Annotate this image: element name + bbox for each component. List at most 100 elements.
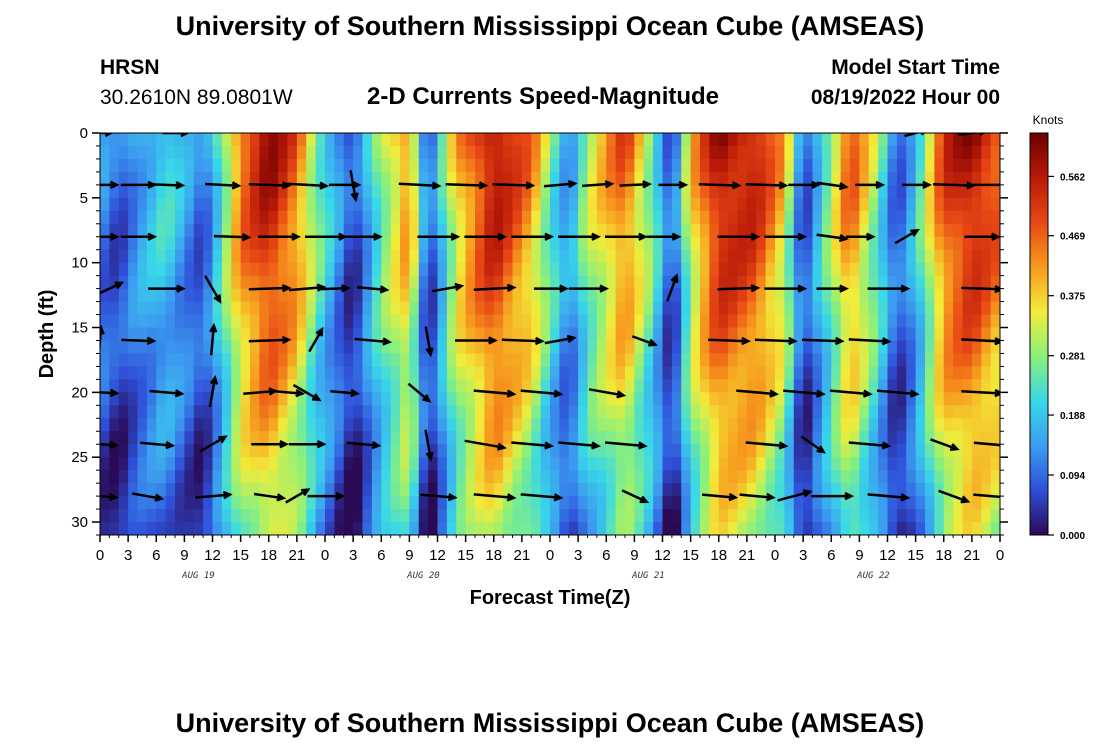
heatmap-cell: [906, 171, 917, 186]
vector-head: [567, 179, 578, 189]
heatmap-cell: [578, 288, 589, 303]
heatmap-cell: [596, 340, 607, 355]
heatmap-cell: [221, 353, 232, 368]
heatmap-cell: [146, 379, 157, 393]
heatmap-cell: [915, 366, 926, 380]
heatmap-cell: [559, 197, 570, 212]
heatmap-cell: [812, 353, 823, 368]
heatmap-cell: [221, 457, 232, 471]
heatmap-cell: [765, 314, 776, 329]
heatmap-cell: [278, 496, 289, 510]
station-coordinates: 30.2610N 89.0801W: [100, 86, 293, 109]
heatmap-cell: [709, 431, 720, 445]
heatmap-cell: [381, 392, 392, 406]
heatmap-cell: [671, 197, 682, 212]
vector-head: [838, 233, 849, 243]
heatmap-cell: [334, 184, 345, 199]
vector-shaft: [816, 181, 847, 189]
heatmap-cell: [596, 392, 607, 406]
heatmap-cell: [353, 457, 364, 471]
vector-head: [765, 492, 776, 502]
heatmap-cell: [418, 327, 429, 342]
heatmap-cell: [775, 470, 785, 484]
heatmap-cell: [728, 379, 739, 393]
heatmap-cell: [475, 392, 485, 406]
heatmap-cell: [221, 133, 232, 147]
heatmap-cell: [493, 470, 504, 484]
heatmap-cell: [193, 379, 204, 393]
heatmap-cell: [737, 509, 748, 523]
heatmap-cell: [840, 223, 851, 238]
heatmap-cell: [550, 236, 560, 251]
heatmap-cell: [896, 288, 907, 303]
heatmap-cell: [550, 327, 560, 342]
heatmap-cell: [887, 509, 898, 523]
heatmap-cell: [943, 340, 954, 355]
heatmap-cell: [521, 496, 532, 510]
heatmap-cell: [400, 288, 410, 303]
heatmap-cell: [896, 275, 907, 290]
heatmap-cell: [578, 223, 589, 238]
heatmap-cell: [475, 301, 485, 316]
heatmap-cell: [850, 288, 860, 303]
vector-head: [222, 490, 233, 500]
heatmap-cell: [203, 249, 214, 264]
heatmap-cell: [821, 340, 832, 355]
heatmap-cell: [915, 327, 926, 342]
heatmap-cell: [193, 405, 204, 419]
vector-head: [425, 451, 434, 462]
heatmap-cell: [578, 496, 589, 510]
x-tick-label: 18: [710, 547, 727, 564]
heatmap-cell: [493, 197, 504, 212]
heatmap-cell: [184, 496, 195, 510]
heatmap-cell: [493, 392, 504, 406]
current-vector: [208, 374, 219, 408]
vector-shaft: [354, 337, 390, 344]
heatmap-cell: [821, 327, 832, 342]
current-vector: [848, 441, 892, 450]
heatmap-cell: [193, 366, 204, 380]
vector-shaft: [473, 493, 514, 500]
heatmap-cell: [906, 327, 917, 342]
heatmap-cell: [587, 145, 598, 160]
vector-head: [979, 133, 986, 136]
heatmap-cell: [353, 418, 364, 432]
heatmap-cell: [671, 249, 682, 264]
heatmap-cell: [212, 327, 223, 342]
heatmap-cell: [353, 197, 364, 212]
heatmap-cell: [250, 327, 260, 342]
heatmap-cell: [409, 158, 420, 173]
heatmap-cell: [475, 197, 485, 212]
heatmap-cell: [484, 314, 495, 329]
heatmap-cell: [334, 470, 345, 484]
heatmap-cell: [240, 158, 251, 173]
heatmap-cell: [625, 249, 635, 264]
vector-head: [147, 232, 158, 241]
colorbar-tick-label: 0.000: [1060, 531, 1085, 542]
heatmap-cell: [653, 418, 664, 432]
heatmap-cell: [587, 301, 598, 316]
heatmap-cell: [325, 158, 335, 173]
current-vector: [621, 489, 650, 504]
heatmap-cell: [343, 158, 354, 173]
vector-shaft: [195, 493, 230, 499]
heatmap-cell: [765, 470, 776, 484]
heatmap-cell: [512, 314, 523, 329]
heatmap-cell: [343, 353, 354, 368]
model-start-value: 08/19/2022 Hour 00: [810, 86, 1000, 109]
heatmap-cell: [231, 379, 242, 393]
heatmap-cell: [953, 184, 964, 199]
heatmap-cell: [925, 171, 935, 186]
vector-shaft: [621, 489, 648, 503]
heatmap-cell: [690, 366, 701, 380]
heatmap-cell: [362, 249, 373, 264]
heatmap-cell: [306, 483, 317, 497]
heatmap-cell: [250, 158, 260, 173]
heatmap-cell: [578, 522, 589, 535]
heatmap-cell: [306, 184, 317, 199]
heatmap-cell: [962, 327, 973, 342]
heatmap-cell: [400, 236, 410, 251]
current-vector: [424, 326, 434, 358]
heatmap-cell: [475, 457, 485, 471]
heatmap-cell: [484, 496, 495, 510]
